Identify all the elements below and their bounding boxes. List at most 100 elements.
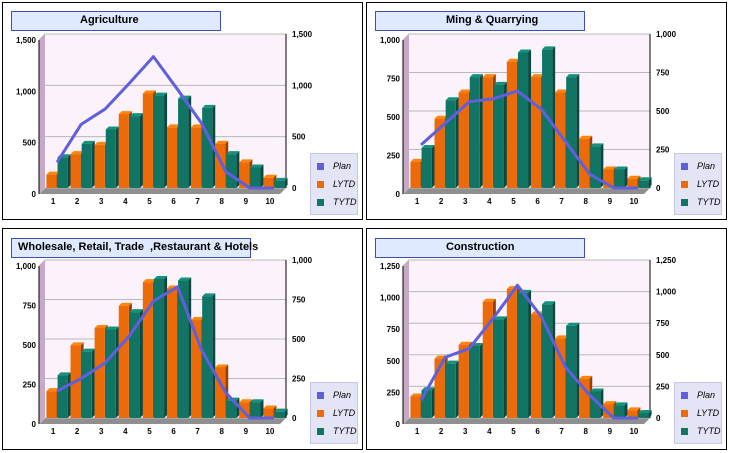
x-tick-label: 1 bbox=[415, 427, 420, 436]
y-tick-label-left: 1,000 bbox=[16, 262, 37, 271]
bar-lytd-top bbox=[263, 405, 277, 409]
bar-tytd bbox=[81, 143, 92, 188]
bar-tytd-side bbox=[67, 372, 71, 418]
bar-tytd bbox=[250, 402, 261, 418]
gridline-wall bbox=[38, 299, 46, 306]
x-tick-label: 2 bbox=[439, 427, 444, 436]
chart-panel-wholesale: 0 0 250 250 500 500 750 750 1,000 1,000 1 2 3 4 5 6 7 8 9 1… bbox=[2, 228, 363, 450]
bar-lytd-top bbox=[142, 90, 156, 94]
y-tick-label-left: 500 bbox=[387, 113, 401, 122]
bar-tytd-side bbox=[188, 95, 192, 188]
y-tick-label-left: 0 bbox=[32, 190, 37, 199]
bar-tytd bbox=[469, 77, 480, 188]
tytd-swatch bbox=[681, 428, 688, 435]
bar-tytd-side bbox=[260, 164, 264, 188]
gridline-wall bbox=[402, 322, 410, 330]
bar-lytd-top bbox=[118, 302, 132, 306]
bar-tytd-side bbox=[431, 387, 435, 418]
y-tick-label-left: 750 bbox=[387, 75, 401, 84]
legend-item-lytd: LYTD bbox=[681, 408, 719, 418]
y-tick-label-left: 250 bbox=[387, 388, 401, 397]
bar-tytd bbox=[178, 98, 189, 188]
x-tick-label: 7 bbox=[195, 427, 200, 436]
chart-svg: 0 0 250 250 500 500 750 750 1,000 1,000 1 2 3 4 5 6 7 8 9 1… bbox=[16, 256, 313, 436]
bar-lytd-top bbox=[410, 158, 424, 162]
bar-lytd bbox=[166, 288, 178, 418]
y-tick-label-right: 0 bbox=[656, 184, 661, 193]
x-tick-label: 6 bbox=[535, 197, 540, 206]
gridline-wall bbox=[402, 149, 410, 156]
lytd-swatch bbox=[681, 181, 688, 188]
plan-line bbox=[55, 55, 274, 190]
x-tick-label: 7 bbox=[559, 197, 564, 206]
bar-tytd-side bbox=[284, 177, 288, 188]
gridline-wall bbox=[38, 136, 46, 144]
bar-lytd bbox=[458, 92, 469, 188]
bar-tytd bbox=[590, 146, 601, 188]
x-tick-label: 1 bbox=[415, 197, 420, 206]
bar-tytd bbox=[81, 351, 92, 418]
x-tick-label: 8 bbox=[220, 197, 225, 206]
x-tick-label: 8 bbox=[220, 427, 225, 436]
floor bbox=[403, 418, 650, 424]
bar-lytd-top bbox=[530, 74, 545, 78]
bar-lytd-top bbox=[166, 124, 181, 128]
chart-svg: 0 0 250 250 500 500 750 750 1,000 1,000 1 2 3 4 5 6 7 8 9 1… bbox=[380, 30, 677, 206]
gridline-wall bbox=[402, 72, 410, 79]
y-tick-label-left: 1,000 bbox=[16, 87, 37, 96]
bar-lytd-top bbox=[215, 140, 229, 144]
bar-tytd-side bbox=[624, 166, 628, 188]
x-tick-label: 2 bbox=[439, 197, 444, 206]
x-tick-label: 8 bbox=[584, 427, 589, 436]
bar-tytd-side bbox=[91, 348, 95, 418]
y-tick-label-right: 1,000 bbox=[656, 288, 677, 297]
bar-tytd-top bbox=[445, 360, 459, 364]
bar-tytd bbox=[105, 129, 116, 188]
y-tick-label-right: 1,000 bbox=[292, 81, 313, 90]
chart-panel-agriculture: 0 0 500 500 1,000 1,000 1,500 1,500 1 2 3 4 5 6 7 8 9 10 … bbox=[2, 2, 363, 220]
x-tick-label: 5 bbox=[147, 197, 152, 206]
bar-lytd-top bbox=[458, 89, 472, 93]
bar-tytd bbox=[274, 411, 285, 418]
y-tick-label-left: 500 bbox=[387, 357, 401, 366]
y-tick-label-left: 250 bbox=[387, 152, 401, 161]
chart-legend: Plan LYTD TYTD bbox=[674, 153, 722, 215]
bar-tytd-top bbox=[493, 81, 507, 85]
bar-lytd bbox=[46, 391, 57, 418]
x-tick-label: 9 bbox=[608, 197, 613, 206]
bar-lytd-top bbox=[118, 111, 132, 115]
legend-label: LYTD bbox=[697, 408, 720, 418]
bar-lytd bbox=[482, 77, 493, 188]
bar-tytd-top bbox=[153, 275, 168, 279]
gridline-wall bbox=[402, 187, 410, 195]
bar-lytd-top bbox=[94, 324, 108, 328]
x-tick-label: 5 bbox=[511, 427, 516, 436]
floor bbox=[39, 418, 286, 424]
y-tick-label-right: 500 bbox=[292, 133, 306, 142]
bar-lytd bbox=[142, 93, 153, 188]
bar-tytd-top bbox=[566, 74, 580, 78]
bar-lytd-top bbox=[603, 401, 617, 405]
legend-label: TYTD bbox=[333, 197, 357, 207]
bar-tytd bbox=[614, 169, 625, 188]
gridline-wall bbox=[402, 33, 410, 41]
bar-tytd bbox=[566, 77, 577, 188]
bar-tytd-top bbox=[638, 177, 652, 181]
plan-swatch bbox=[317, 392, 324, 399]
bar-lytd-top bbox=[410, 393, 424, 397]
x-tick-label: 9 bbox=[244, 197, 249, 206]
legend-item-plan: Plan bbox=[681, 161, 715, 171]
bar-tytd-side bbox=[600, 143, 604, 188]
bar-tytd-top bbox=[202, 104, 216, 108]
bar-lytd bbox=[458, 344, 469, 418]
y-tick-label-right: 500 bbox=[292, 335, 306, 344]
bar-lytd bbox=[94, 327, 105, 418]
bar-tytd-side bbox=[431, 144, 435, 188]
x-tick-label: 4 bbox=[487, 427, 492, 436]
y-tick-label-right: 250 bbox=[656, 146, 670, 155]
x-tick-label: 5 bbox=[511, 197, 516, 206]
bar-lytd-top bbox=[191, 317, 205, 321]
bar-tytd bbox=[493, 319, 504, 418]
bar-lytd-top bbox=[239, 159, 253, 163]
x-tick-label: 4 bbox=[123, 197, 128, 206]
